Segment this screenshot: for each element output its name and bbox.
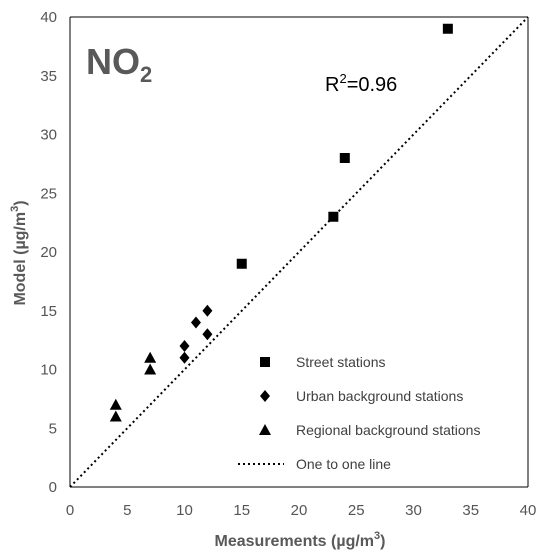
triangle-data-point — [144, 351, 157, 363]
x-axis-title: Measurements (µg/m3) — [215, 530, 386, 550]
square-data-point — [442, 23, 453, 34]
diamond-data-point — [202, 328, 213, 341]
x-tick-label: 40 — [520, 502, 537, 519]
triangle-data-point — [109, 398, 122, 410]
chart-title: NO2 — [86, 41, 152, 87]
legend-diamond-marker — [260, 390, 270, 402]
triangle-data-point — [109, 410, 122, 422]
y-tick-label: 20 — [40, 244, 57, 261]
x-tick-label: 20 — [291, 502, 308, 519]
y-tick-label: 30 — [40, 127, 57, 144]
x-tick-labels: 0 5 10 15 20 25 30 35 40 — [66, 502, 537, 519]
legend: Street stations Urban background stations… — [238, 354, 480, 472]
y-tick-labels: 0 5 10 15 20 25 30 35 40 — [40, 9, 57, 496]
x-tick-label: 25 — [348, 502, 365, 519]
square-data-point — [339, 153, 350, 163]
x-tick-label: 35 — [462, 502, 479, 519]
x-tick-label: 5 — [123, 502, 131, 519]
x-tick-label: 10 — [176, 502, 193, 519]
square-data-point — [328, 211, 339, 222]
triangle-data-point — [144, 363, 157, 375]
y-tick-label: 10 — [40, 362, 57, 379]
legend-triangle-marker — [259, 424, 271, 435]
data-points — [109, 23, 453, 422]
legend-label: One to one line — [296, 456, 391, 472]
legend-label: Urban background stations — [296, 388, 463, 404]
y-tick-label: 15 — [40, 303, 57, 320]
y-axis-title: Model (µg/m3) — [9, 200, 29, 305]
y-tick-label: 25 — [40, 185, 57, 202]
diamond-data-point — [190, 316, 201, 329]
x-tick-label: 0 — [66, 502, 74, 519]
x-tick-label: 30 — [405, 502, 422, 519]
reference-line-group — [69, 16, 529, 488]
y-tick-label: 40 — [40, 9, 57, 26]
diamond-data-point — [179, 351, 190, 364]
square-data-point — [236, 258, 247, 269]
diamond-data-point — [202, 304, 213, 317]
legend-label: Regional background stations — [296, 422, 480, 438]
legend-label: Street stations — [296, 354, 386, 370]
y-tick-label: 5 — [49, 420, 57, 437]
y-tick-label: 0 — [49, 479, 57, 496]
diamond-data-point — [179, 340, 190, 352]
one-to-one-line — [69, 16, 529, 488]
x-tick-label: 15 — [233, 502, 250, 519]
legend-square-marker — [260, 357, 270, 367]
r-squared-annotation: R2=0.96 — [325, 71, 397, 96]
axes — [69, 16, 529, 488]
y-tick-label: 35 — [40, 68, 57, 85]
